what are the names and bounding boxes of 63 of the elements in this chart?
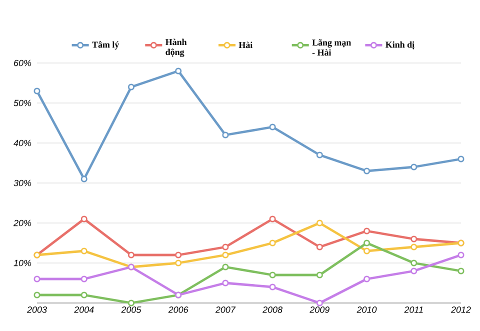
point [269, 284, 276, 290]
legend-label: Kinh dị [386, 41, 414, 50]
point [269, 216, 276, 222]
point [222, 132, 229, 138]
legend-label: Hành động [166, 38, 187, 57]
point [316, 220, 323, 226]
point [222, 252, 229, 258]
y-tick-label: 10% [14, 260, 32, 266]
x-tick-label: 2005 [121, 306, 142, 313]
point [128, 300, 135, 306]
x-tick-label: 2003 [26, 306, 47, 313]
point [175, 68, 182, 74]
point [316, 244, 323, 250]
point [269, 240, 276, 246]
point [34, 276, 40, 282]
point [34, 88, 40, 94]
point [410, 244, 418, 250]
point [80, 292, 88, 298]
y-tick-label: 40% [14, 140, 32, 146]
y-tick-label: 50% [14, 100, 32, 106]
legend-label: Tâm lý [92, 41, 120, 50]
point [363, 248, 370, 254]
point [222, 244, 229, 250]
point [269, 272, 276, 278]
point [80, 248, 88, 254]
point [222, 280, 229, 286]
point [458, 156, 464, 162]
point [128, 84, 135, 90]
y-tick-label: 30% [14, 180, 32, 186]
point [410, 236, 418, 242]
point [175, 260, 182, 266]
point [269, 124, 276, 130]
legend-label: Hài [238, 42, 253, 48]
point [363, 168, 370, 174]
point [363, 240, 370, 246]
point [458, 252, 464, 258]
point [80, 216, 88, 222]
legend-label: Lãng mạn - Hài [312, 39, 352, 56]
point [128, 252, 135, 258]
point [175, 252, 182, 258]
x-tick-label: 2008 [262, 306, 282, 313]
x-tick-label: 2007 [215, 306, 236, 313]
x-tick-label: 2006 [168, 306, 188, 313]
point [410, 260, 418, 266]
point [80, 176, 88, 182]
x-tick-label: 2009 [310, 306, 330, 313]
point [34, 292, 40, 298]
point [410, 164, 418, 170]
point [316, 272, 323, 278]
point [80, 276, 88, 282]
point [222, 264, 229, 270]
point [458, 268, 464, 274]
point [363, 228, 370, 234]
y-tick-label: 20% [13, 220, 32, 226]
x-tick-label: 2004 [74, 306, 94, 313]
point [316, 300, 323, 306]
y-tick-label: 60% [14, 60, 32, 66]
point [316, 152, 323, 158]
x-tick-label: 2012 [450, 306, 471, 313]
point [363, 276, 370, 282]
x-tick-label: 2010 [356, 306, 377, 313]
x-tick-label: 2011 [404, 306, 423, 313]
point [410, 268, 418, 274]
